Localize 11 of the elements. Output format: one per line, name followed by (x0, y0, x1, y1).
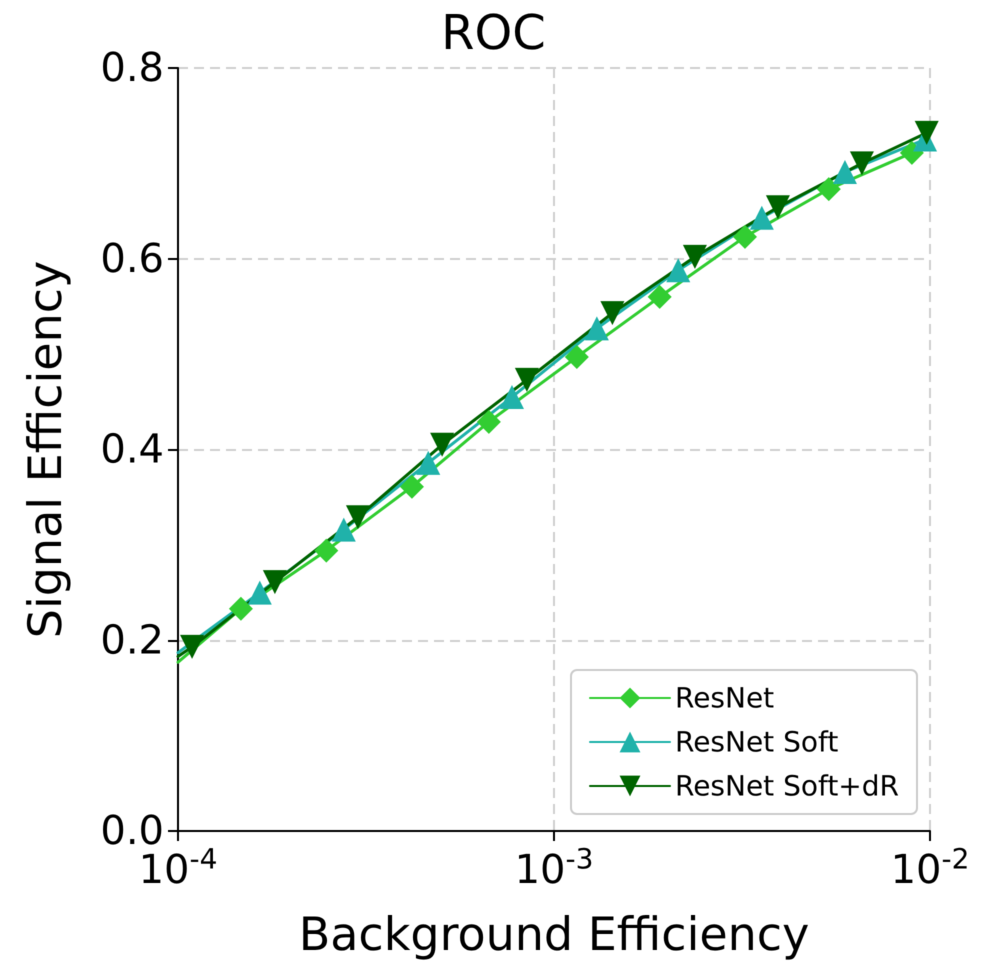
y-tick-label: 0.4 (100, 426, 164, 472)
legend-label: ResNet (675, 682, 774, 714)
y-tick-label: 0.8 (100, 45, 164, 91)
y-tick-label: 0.6 (100, 236, 164, 282)
legend-label: ResNet Soft (675, 726, 838, 758)
x-axis-title: Background Efficiency (298, 907, 810, 961)
legend-label: ResNet Soft+dR (675, 770, 899, 802)
chart-title: ROC (441, 5, 546, 61)
y-axis-title: Signal Efficiency (18, 260, 72, 638)
y-tick-label: 0.2 (100, 617, 164, 664)
y-tick-label: 0.0 (100, 808, 164, 854)
